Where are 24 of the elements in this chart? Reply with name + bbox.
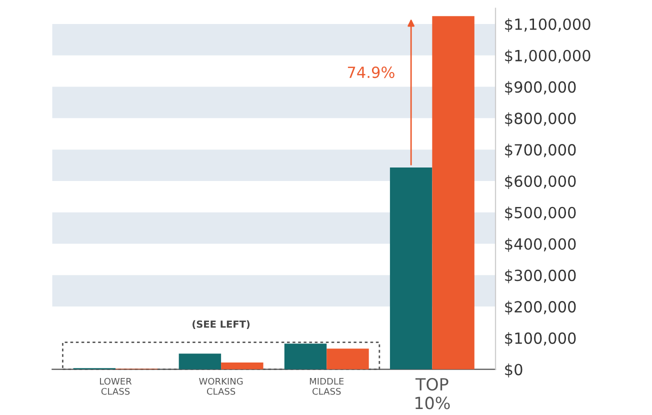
bar [326, 348, 369, 370]
y-tick-label: $100,000 [505, 332, 576, 346]
bar [432, 16, 474, 370]
bar [178, 354, 222, 370]
x-tick-label: MIDDLE CLASS [310, 378, 344, 395]
y-tick-label: $200,000 [505, 300, 576, 315]
annotation: (SEE LEFT) [192, 320, 250, 329]
y-tick-label: $800,000 [505, 112, 576, 126]
y-tick-label: $1,000,000 [505, 50, 590, 64]
x-tick-label: WORKING CLASS [199, 378, 243, 395]
y-tick-label: $0 [505, 364, 522, 378]
y-tick-label: $600,000 [505, 175, 576, 190]
y-tick-label: $500,000 [505, 206, 576, 220]
annotation: 74.9% [348, 66, 394, 78]
y-tick-label: $700,000 [505, 144, 576, 158]
y-tick-label: $300,000 [505, 269, 576, 284]
y-tick-label: $900,000 [505, 80, 576, 95]
bar [390, 167, 432, 370]
bar [284, 344, 327, 370]
x-tick-label: TOP 10% [415, 378, 450, 410]
x-tick-label: LOWER CLASS [100, 378, 132, 395]
y-tick-label: $400,000 [505, 238, 576, 252]
y-tick-label: $1,100,000 [505, 18, 590, 32]
bar [221, 362, 264, 370]
